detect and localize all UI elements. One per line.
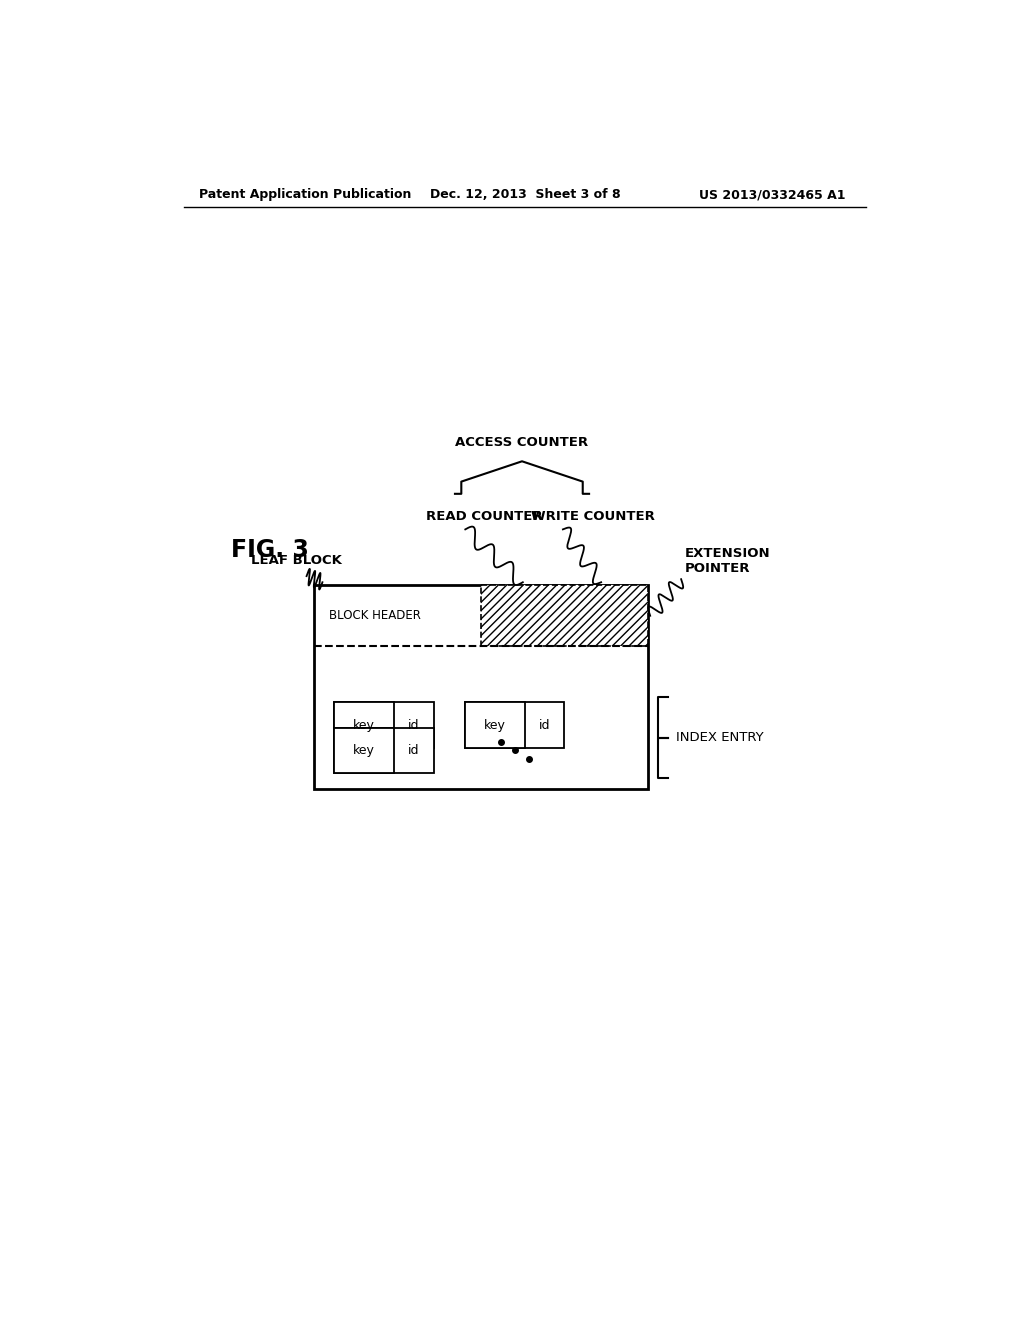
- Bar: [334, 702, 394, 748]
- Text: ACCESS COUNTER: ACCESS COUNTER: [456, 437, 589, 450]
- Text: Patent Application Publication: Patent Application Publication: [200, 189, 412, 202]
- Bar: [465, 702, 564, 748]
- Bar: [334, 702, 433, 748]
- Bar: [481, 585, 648, 647]
- Bar: [465, 702, 524, 748]
- Text: EXTENSION
POINTER: EXTENSION POINTER: [685, 546, 771, 576]
- Bar: [481, 585, 648, 647]
- Text: Dec. 12, 2013  Sheet 3 of 8: Dec. 12, 2013 Sheet 3 of 8: [430, 189, 621, 202]
- Bar: [314, 585, 648, 788]
- Bar: [334, 727, 394, 774]
- Text: US 2013/0332465 A1: US 2013/0332465 A1: [699, 189, 846, 202]
- Text: id: id: [408, 718, 420, 731]
- Text: INDEX ENTRY: INDEX ENTRY: [677, 731, 764, 744]
- Text: id: id: [408, 744, 420, 756]
- Text: key: key: [353, 718, 375, 731]
- Text: key: key: [353, 744, 375, 756]
- Text: WRITE COUNTER: WRITE COUNTER: [531, 510, 655, 523]
- Text: id: id: [539, 718, 550, 731]
- Text: key: key: [484, 718, 506, 731]
- Text: READ COUNTER: READ COUNTER: [426, 510, 543, 523]
- Text: FIG. 3: FIG. 3: [231, 537, 309, 562]
- Text: LEAF BLOCK: LEAF BLOCK: [251, 554, 342, 568]
- Bar: [334, 727, 433, 774]
- Text: BLOCK HEADER: BLOCK HEADER: [329, 610, 421, 622]
